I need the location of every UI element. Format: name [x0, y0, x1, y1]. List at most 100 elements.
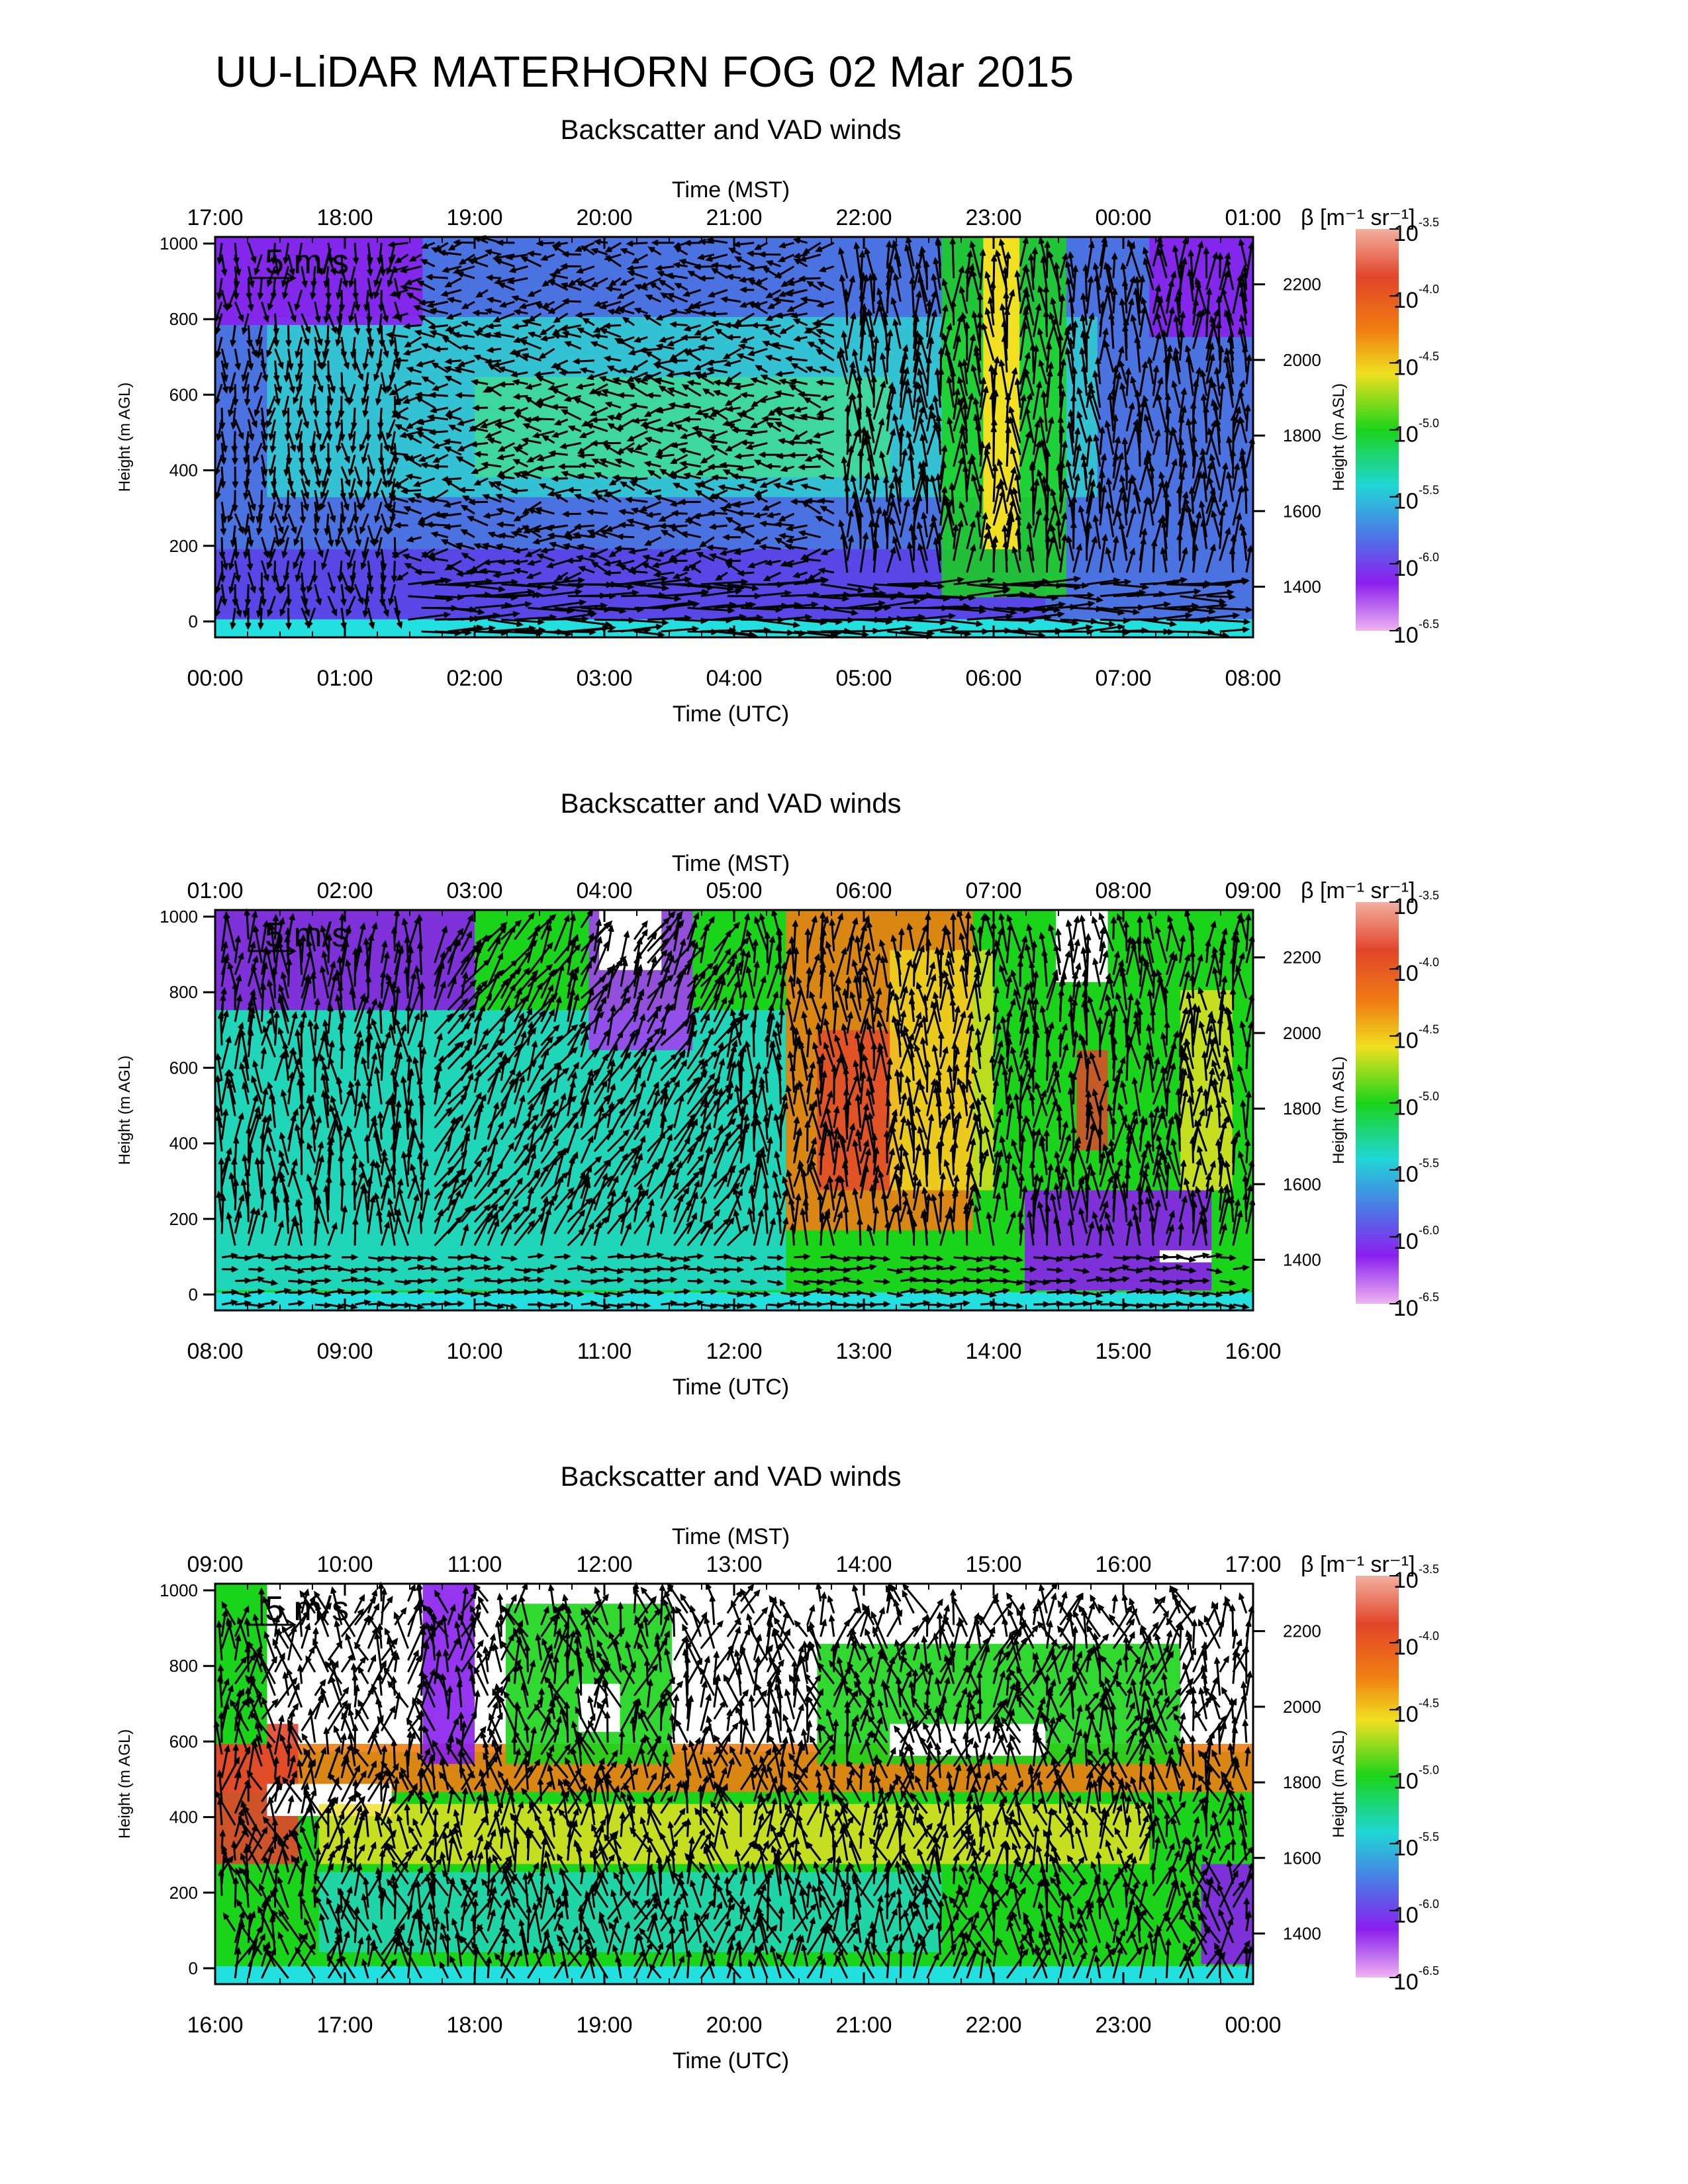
wind-arrow: [536, 453, 555, 462]
wind-arrow: [522, 525, 542, 539]
wind-arrow: [458, 486, 475, 494]
y-right-axis-label: Height (m ASL): [1330, 1056, 1348, 1164]
wind-arrow: [642, 554, 661, 562]
wind-arrow: [512, 379, 528, 386]
wind-arrow: [266, 336, 276, 358]
wind-arrow: [653, 571, 675, 578]
wind-arrow: [579, 367, 595, 374]
wind-arrow: [247, 419, 255, 441]
wind-arrow: [598, 300, 622, 310]
wind-arrow: [393, 394, 409, 406]
colorbar-tick-exponent: -6.0: [1419, 551, 1439, 564]
wind-arrow: [737, 527, 755, 539]
top-tick-label: 07:00: [965, 878, 1021, 903]
wind-arrow: [658, 512, 675, 522]
top-tick-label: 01:00: [187, 878, 243, 903]
wind-arrow: [592, 332, 608, 340]
wind-arrow: [661, 625, 700, 633]
y-right-tick-label: 2200: [1283, 275, 1321, 295]
wind-arrow: [754, 242, 769, 250]
wind-arrow: [614, 338, 635, 350]
wind-arrow: [367, 254, 373, 277]
wind-arrow: [283, 242, 290, 265]
wind-arrow: [630, 476, 648, 483]
wind-arrow: [736, 353, 755, 362]
wind-arrow: [350, 431, 357, 453]
wind-arrow: [510, 371, 528, 378]
wind-arrow: [494, 422, 515, 432]
wind-arrow: [680, 531, 702, 539]
wind-arrow: [467, 258, 489, 267]
x-tick-label: 11:00: [577, 1339, 632, 1364]
wind-arrow: [758, 451, 781, 458]
wind-arrow: [446, 564, 462, 574]
wind-arrow: [461, 553, 475, 562]
wind-arrow: [380, 466, 389, 488]
wind-arrow: [337, 561, 344, 583]
wind-arrow: [647, 576, 692, 586]
y-tick-label: 600: [169, 1058, 198, 1077]
wind-arrow: [260, 584, 267, 607]
top-axis-label: Time (MST): [672, 177, 790, 203]
wind-arrow: [348, 419, 356, 441]
wind-arrow: [522, 501, 542, 515]
wind-arrow: [283, 455, 290, 477]
wind-arrow: [438, 250, 462, 256]
wind-arrow: [526, 453, 542, 463]
wind-arrow: [512, 547, 528, 554]
wind-arrow: [228, 549, 236, 571]
wind-arrow: [633, 336, 648, 343]
wind-arrow: [373, 277, 383, 300]
wind-arrow: [348, 266, 356, 289]
wind-arrow: [604, 491, 622, 503]
wind-arrow: [512, 567, 528, 574]
wind-arrow: [748, 302, 769, 314]
wind-arrow: [461, 300, 475, 310]
wind-arrow: [367, 572, 374, 595]
top-tick-label: 21:00: [706, 205, 762, 230]
wind-arrow: [655, 343, 675, 350]
wind-arrow: [739, 392, 755, 398]
x-tick-label: 00:00: [187, 666, 243, 691]
y-axis-label: Height (m AGL): [116, 383, 134, 492]
wind-arrow: [753, 459, 768, 468]
wind-arrow: [594, 472, 608, 480]
wind-arrow: [287, 431, 297, 453]
wind-arrow: [390, 265, 408, 273]
wind-arrow: [460, 320, 475, 327]
wind-arrow: [514, 583, 559, 591]
wind-arrow: [697, 344, 714, 351]
wind-arrow: [617, 307, 635, 315]
top-axis-label: Time (MST): [672, 851, 790, 876]
wind-arrow: [243, 513, 250, 536]
wind-arrow: [395, 424, 409, 432]
y-tick-label: 400: [169, 1134, 198, 1154]
wind-arrow: [414, 330, 436, 338]
wind-arrow: [572, 358, 594, 365]
wind-arrow: [327, 313, 337, 334]
wind-arrow: [514, 592, 543, 598]
wind-arrow: [488, 481, 502, 491]
wind-arrow: [327, 596, 338, 617]
wind-arrow: [547, 489, 569, 497]
wind-arrow: [241, 360, 250, 383]
wind-arrow: [647, 469, 662, 480]
wind-arrow: [497, 366, 515, 374]
wind-arrow: [577, 452, 594, 459]
wind-arrow: [400, 488, 422, 494]
wind-arrow: [247, 407, 258, 428]
wind-arrow: [577, 543, 595, 550]
colorbar-tick-exponent: -4.5: [1419, 1023, 1439, 1036]
wind-arrow: [561, 251, 581, 257]
wind-arrow: [484, 358, 502, 365]
wind-arrow: [453, 239, 475, 246]
wind-arrow: [247, 502, 256, 523]
wind-arrow: [352, 502, 359, 524]
wind-arrow: [497, 282, 515, 291]
colorbar-tick-exponent: -5.0: [1419, 417, 1439, 430]
wind-arrow: [669, 321, 688, 328]
wind-arrow: [566, 486, 581, 494]
wind-arrow: [281, 395, 290, 418]
wind-arrow: [466, 516, 489, 527]
wind-arrow: [496, 453, 515, 461]
